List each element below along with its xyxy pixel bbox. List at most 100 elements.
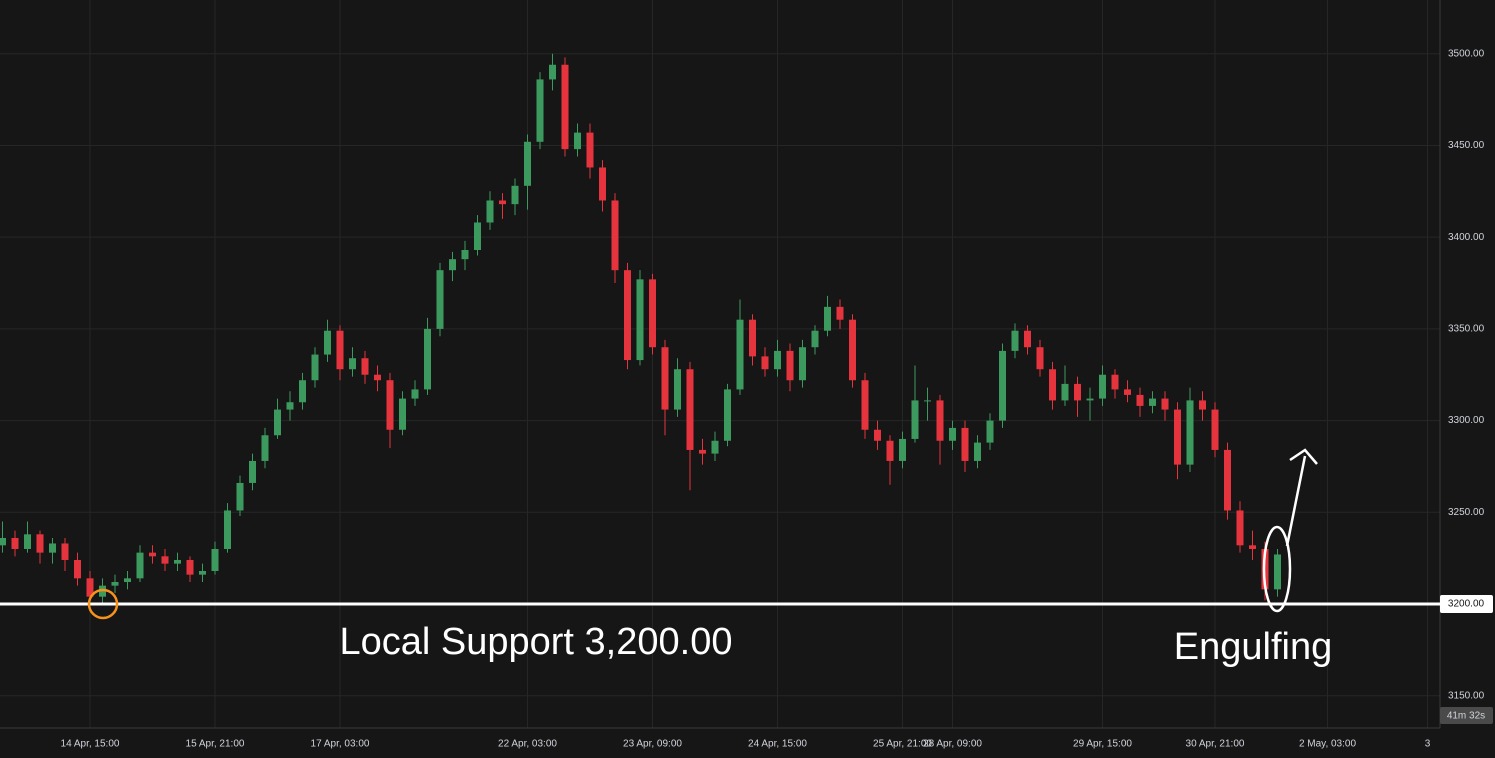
- candle-body: [1049, 369, 1056, 401]
- x-tick-label: 29 Apr, 15:00: [1073, 739, 1132, 750]
- candle-body: [436, 270, 444, 329]
- candle-body: [699, 449, 706, 454]
- candle-body: [874, 429, 881, 441]
- candle-body: [1024, 330, 1031, 348]
- candle-body: [374, 374, 381, 381]
- arrow-head: [1289, 448, 1318, 465]
- candle-body: [61, 543, 69, 560]
- candle-body: [949, 427, 956, 441]
- candle-body: [986, 420, 994, 443]
- x-tick-label: 23 Apr, 09:00: [623, 739, 682, 750]
- y-tick-label: 3350.00: [1448, 324, 1485, 335]
- candle-body: [1011, 330, 1019, 351]
- x-tick-label: 2 May, 03:00: [1299, 739, 1357, 750]
- x-tick-label: 15 Apr, 21:00: [186, 739, 245, 750]
- x-tick-label: 22 Apr, 03:00: [498, 739, 557, 750]
- candle-body: [999, 350, 1006, 421]
- candle-body: [1224, 449, 1231, 511]
- engulfing-annotation: Engulfing: [1174, 626, 1332, 668]
- candle-body: [86, 578, 94, 597]
- candle-body: [424, 328, 431, 390]
- candle-body: [386, 380, 394, 430]
- candle-body: [11, 537, 19, 549]
- countdown: 41m 32s: [1447, 711, 1485, 722]
- candle-body: [974, 442, 981, 461]
- candle-body: [49, 543, 56, 553]
- y-tick-label: 3500.00: [1448, 48, 1485, 59]
- x-tick-label: 25 Apr, 21:00: [873, 739, 932, 750]
- candle-body: [636, 279, 644, 361]
- candle-body: [124, 578, 131, 582]
- candle-body: [724, 389, 731, 441]
- candle-body: [1074, 383, 1081, 401]
- overlay: 3200.00: [0, 595, 1493, 614]
- y-tick-label: 3400.00: [1448, 232, 1485, 243]
- candle-body: [524, 141, 531, 186]
- x-tick-label: 3: [1425, 739, 1431, 750]
- candle-body: [186, 559, 194, 575]
- x-tick-label: 24 Apr, 15:00: [748, 739, 807, 750]
- candle-body: [74, 559, 81, 579]
- candle-body: [686, 369, 694, 450]
- candle-body: [536, 79, 544, 142]
- candle-body: [0, 537, 6, 546]
- candle-body: [36, 534, 44, 553]
- candle-body: [1149, 398, 1156, 406]
- candle-body: [849, 319, 856, 381]
- candle-body: [461, 250, 469, 260]
- candle-body: [411, 389, 419, 399]
- candle-body: [936, 400, 944, 441]
- candle-body: [1249, 545, 1256, 549]
- candle-body: [836, 306, 844, 320]
- candle-body: [1236, 510, 1244, 546]
- countdown-box: [1440, 707, 1493, 724]
- candle-body: [224, 510, 231, 549]
- candle-body: [574, 132, 581, 150]
- candle-body: [1161, 398, 1169, 410]
- candle-body: [824, 306, 831, 331]
- support-price-label: 3200.00: [1448, 599, 1485, 610]
- candle-body: [1136, 394, 1144, 406]
- candle-body: [774, 350, 781, 370]
- candle-body: [311, 354, 319, 381]
- candle-body: [174, 559, 181, 564]
- candle-body: [324, 330, 331, 355]
- candle-body: [249, 460, 256, 483]
- candle-body: [1186, 400, 1194, 465]
- candle-body: [811, 330, 819, 348]
- candle-body: [1274, 554, 1281, 590]
- candle-body: [161, 556, 169, 564]
- candle-body: [24, 534, 31, 549]
- candle-body: [286, 402, 294, 410]
- candle-body: [1036, 347, 1044, 370]
- candle-body: [674, 369, 681, 410]
- candle-body: [486, 200, 494, 223]
- candle-body: [1099, 374, 1106, 399]
- candle-body: [1061, 383, 1069, 401]
- candle-body: [911, 400, 919, 439]
- candle-body: [149, 552, 156, 557]
- candle-body: [111, 581, 119, 586]
- candle-body: [136, 552, 144, 579]
- candle-body: [586, 132, 594, 168]
- candle-body: [661, 347, 669, 410]
- candle-body: [549, 64, 556, 80]
- candle-body: [561, 64, 569, 150]
- candle-body: [1211, 409, 1219, 450]
- candle-body: [274, 409, 281, 436]
- highlight-circle: [87, 588, 119, 620]
- candles: [0, 53, 1281, 605]
- candle-body: [449, 259, 456, 271]
- x-tick-label: 28 Apr, 09:00: [923, 739, 982, 750]
- candle-body: [924, 400, 931, 402]
- candle-body: [749, 319, 756, 357]
- y-tick-label: 3150.00: [1448, 690, 1485, 701]
- candle-body: [611, 200, 619, 271]
- candle-body: [299, 380, 306, 403]
- candle-body: [1124, 389, 1131, 395]
- candle-body: [861, 380, 869, 430]
- support-annotation: Local Support 3,200.00: [340, 621, 733, 663]
- y-tick-label: 3450.00: [1448, 140, 1485, 151]
- candle-body: [1174, 409, 1181, 465]
